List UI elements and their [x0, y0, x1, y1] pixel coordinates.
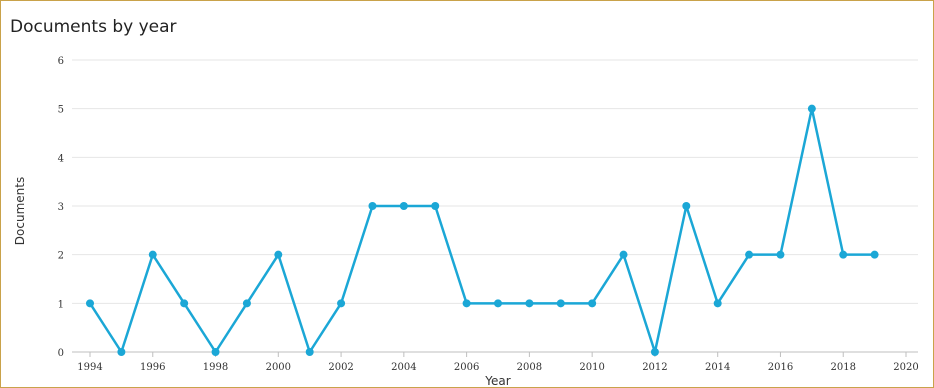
y-tick-labels: 0 1 2 3 4 5 6: [58, 56, 64, 359]
x-tick-label: 2020: [893, 362, 918, 373]
x-tick-label: 2002: [328, 362, 353, 373]
y-tick-label: 6: [58, 56, 64, 67]
y-tick-label: 4: [58, 153, 64, 164]
data-point-1995[interactable]: [117, 348, 125, 356]
y-tick-label: 1: [58, 299, 64, 310]
data-point-1998[interactable]: [212, 348, 220, 356]
x-tick-label: 2018: [831, 362, 856, 373]
data-point-2014[interactable]: [714, 299, 722, 307]
data-point-1996[interactable]: [149, 251, 157, 259]
data-point-2019[interactable]: [871, 251, 879, 259]
data-point-2001[interactable]: [306, 348, 314, 356]
data-point-2009[interactable]: [557, 299, 565, 307]
data-point-2012[interactable]: [651, 348, 659, 356]
y-axis-title: Documents: [13, 177, 27, 245]
data-point-2010[interactable]: [588, 299, 596, 307]
data-point-2007[interactable]: [494, 299, 502, 307]
y-tick-label: 2: [58, 251, 64, 262]
data-point-1994[interactable]: [86, 299, 94, 307]
x-tick-label: 2008: [517, 362, 542, 373]
x-tick-label: 2010: [579, 362, 604, 373]
data-point-2018[interactable]: [839, 251, 847, 259]
x-tick-label: 1998: [203, 362, 228, 373]
x-tick-label: 2016: [768, 362, 793, 373]
data-point-2006[interactable]: [463, 299, 471, 307]
data-point-2013[interactable]: [682, 202, 690, 210]
data-point-2004[interactable]: [400, 202, 408, 210]
data-point-2000[interactable]: [274, 251, 282, 259]
data-point-2017[interactable]: [808, 105, 816, 113]
x-axis-title: Year: [484, 374, 510, 388]
y-tick-label: 3: [58, 202, 64, 213]
x-tick-label: 2014: [705, 362, 730, 373]
y-tick-label: 0: [58, 348, 64, 359]
x-tick-label: 2012: [642, 362, 667, 373]
x-tick-label: 1996: [140, 362, 165, 373]
data-point-1997[interactable]: [180, 299, 188, 307]
data-point-2008[interactable]: [525, 299, 533, 307]
y-tick-label: 5: [58, 105, 64, 116]
data-point-1999[interactable]: [243, 299, 251, 307]
series-documents: [86, 105, 879, 356]
x-tick-label: 1994: [77, 362, 102, 373]
x-tick-labels: 1994 1996 1998 2000 2002 2004 2006 2008 2010 2012…: [77, 362, 918, 373]
data-point-2011[interactable]: [620, 251, 628, 259]
data-point-2016[interactable]: [776, 251, 784, 259]
x-tick-label: 2006: [454, 362, 479, 373]
data-point-2015[interactable]: [745, 251, 753, 259]
series-line: [90, 109, 875, 352]
data-point-2002[interactable]: [337, 299, 345, 307]
data-point-2003[interactable]: [368, 202, 376, 210]
x-tick-label: 2000: [266, 362, 291, 373]
x-tick-label: 2004: [391, 362, 416, 373]
data-point-2005[interactable]: [431, 202, 439, 210]
